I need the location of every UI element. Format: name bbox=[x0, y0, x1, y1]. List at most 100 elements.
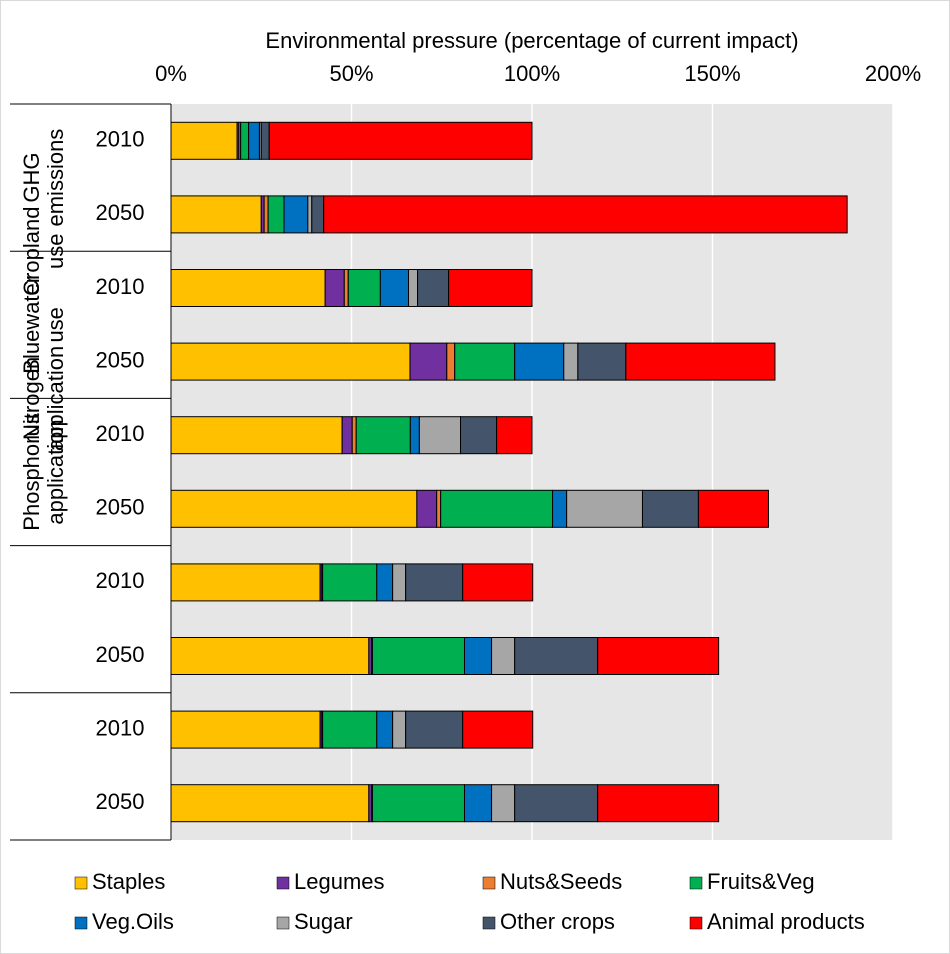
legend-label: Staples bbox=[92, 869, 165, 894]
bar-segment bbox=[267, 195, 285, 234]
bar-segment bbox=[463, 784, 493, 823]
bar-segment bbox=[170, 784, 370, 823]
bar-segment bbox=[436, 489, 442, 528]
bar-segment bbox=[322, 563, 378, 602]
group-label: use bbox=[43, 233, 68, 268]
y-tick-label: 2050 bbox=[96, 789, 145, 814]
bar-segment bbox=[307, 195, 313, 234]
bar-segment bbox=[170, 121, 238, 160]
legend-swatch bbox=[74, 916, 88, 930]
legend-label: Legumes bbox=[294, 869, 385, 894]
bar-segment bbox=[625, 342, 776, 381]
bar-segment bbox=[448, 269, 533, 307]
y-tick-label: 2010 bbox=[96, 421, 145, 446]
bar-segment bbox=[462, 563, 534, 602]
bar-segment bbox=[371, 637, 465, 675]
y-tick-label: 2010 bbox=[96, 274, 145, 299]
group-label: application bbox=[43, 419, 68, 524]
group-label: application bbox=[43, 346, 68, 451]
group-label: GHG bbox=[19, 153, 44, 203]
x-tick-label: 0% bbox=[155, 61, 187, 86]
bar-segment bbox=[577, 342, 627, 381]
bar-segment bbox=[170, 195, 262, 234]
x-tick-label: 200% bbox=[865, 61, 921, 86]
bar-segment bbox=[170, 269, 326, 307]
bar-segment bbox=[392, 710, 407, 749]
bar-segment bbox=[170, 416, 343, 455]
bar-segment bbox=[446, 342, 456, 381]
bar-segment bbox=[248, 121, 260, 160]
bar-segment bbox=[376, 563, 394, 602]
bar-segment bbox=[552, 489, 568, 528]
group-label: use bbox=[43, 307, 68, 342]
bar-segment bbox=[563, 342, 579, 381]
bar-segment bbox=[392, 563, 407, 602]
bar-segment bbox=[351, 416, 357, 455]
bar-segment bbox=[418, 416, 462, 455]
legend-label: Fruits&Veg bbox=[707, 869, 815, 894]
bar-segment bbox=[597, 637, 720, 675]
bar-segment bbox=[460, 416, 498, 455]
bar-segment bbox=[440, 489, 554, 528]
legend-swatch bbox=[689, 916, 703, 930]
y-tick-label: 2010 bbox=[96, 568, 145, 593]
legend-label: Veg.Oils bbox=[92, 909, 174, 934]
bar-segment bbox=[491, 784, 516, 823]
group-label: Nitrogen bbox=[19, 357, 44, 440]
bar-segment bbox=[170, 489, 418, 528]
bar-segment bbox=[347, 269, 381, 307]
legend-swatch bbox=[74, 876, 88, 890]
legend-label: Sugar bbox=[294, 909, 353, 934]
legend-label: Nuts&Seeds bbox=[500, 869, 622, 894]
bar-segment bbox=[514, 784, 599, 823]
chart-title: Environmental pressure (percentage of cu… bbox=[265, 28, 798, 53]
bar-segment bbox=[240, 121, 250, 160]
bar-segment bbox=[170, 710, 321, 749]
bar-segment bbox=[371, 784, 465, 823]
bar-segment bbox=[514, 342, 565, 381]
bar-segment bbox=[417, 269, 450, 307]
bar-segment bbox=[379, 269, 410, 307]
bar-segment bbox=[355, 416, 411, 455]
legend-swatch bbox=[482, 876, 496, 890]
x-tick-label: 100% bbox=[504, 61, 560, 86]
bar-segment bbox=[324, 269, 345, 307]
bar-segment bbox=[496, 416, 533, 455]
bar-segment bbox=[409, 416, 420, 455]
bar-segment bbox=[491, 637, 516, 675]
y-tick-label: 2010 bbox=[96, 127, 145, 152]
y-tick-label: 2010 bbox=[96, 715, 145, 740]
bar-segment bbox=[454, 342, 516, 381]
bar-segment bbox=[343, 269, 349, 307]
bar-segment bbox=[697, 489, 769, 528]
bar-segment bbox=[405, 710, 464, 749]
bar-segment bbox=[408, 269, 419, 307]
bar-segment bbox=[514, 637, 599, 675]
legend-swatch bbox=[482, 916, 496, 930]
bar-segment bbox=[170, 342, 411, 381]
group-label: Cropland bbox=[19, 207, 44, 296]
group-label: Bluewater bbox=[19, 276, 44, 374]
bar-segment bbox=[323, 195, 848, 234]
bar-segment bbox=[341, 416, 353, 455]
bar-segment bbox=[170, 637, 370, 675]
bar-segment bbox=[597, 784, 720, 823]
bar-segment bbox=[405, 563, 464, 602]
y-tick-label: 2050 bbox=[96, 347, 145, 372]
bar-segment bbox=[283, 195, 309, 234]
legend-swatch bbox=[276, 876, 290, 890]
bar-segment bbox=[463, 637, 493, 675]
bar-segment bbox=[416, 489, 438, 528]
x-tick-label: 150% bbox=[684, 61, 740, 86]
legend-swatch bbox=[276, 916, 290, 930]
bar-segment bbox=[409, 342, 448, 381]
bar-segment bbox=[462, 710, 534, 749]
bar-segment bbox=[641, 489, 699, 528]
bar-segment bbox=[311, 195, 325, 234]
bar-segment bbox=[260, 121, 270, 160]
y-tick-label: 2050 bbox=[96, 642, 145, 667]
y-tick-label: 2050 bbox=[96, 200, 145, 225]
bar-segment bbox=[566, 489, 643, 528]
group-label: Phosphorus bbox=[19, 413, 44, 530]
